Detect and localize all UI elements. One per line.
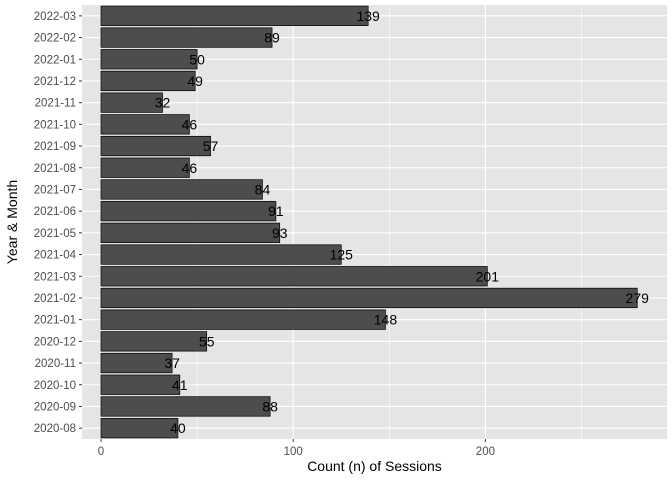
y-tick-label-2021-09: 2021-09 <box>34 141 76 153</box>
x-axis: 0 100 200 <box>98 439 495 458</box>
bar-2022-02 <box>100 27 273 48</box>
data-label-2020-11: 37 <box>164 355 180 371</box>
bar-2021-03 <box>100 266 488 287</box>
y-tick-label-2021-06: 2021-06 <box>34 206 76 218</box>
y-tick-label-2022-02: 2022-02 <box>34 33 76 45</box>
y-tick-label-2021-08: 2021-08 <box>34 163 76 175</box>
bar-2020-09 <box>100 396 271 417</box>
bars <box>100 5 638 439</box>
bar-2020-08 <box>100 418 179 439</box>
y-axis: 2022-03 2022-02 2022-01 2021-12 2021-11 2021-… <box>34 11 82 435</box>
y-tick-label-2021-05: 2021-05 <box>34 228 76 240</box>
data-label-2021-08: 46 <box>182 160 198 176</box>
data-label-2021-12: 49 <box>187 73 203 89</box>
bar-2020-11 <box>100 352 173 374</box>
data-label-2021-02: 279 <box>626 290 650 306</box>
bar-2021-11 <box>100 92 163 113</box>
y-tick-label-2020-12: 2020-12 <box>34 336 76 348</box>
y-tick-label-2020-10: 2020-10 <box>34 380 76 392</box>
y-tick-label-2020-11: 2020-11 <box>35 358 76 370</box>
x-tick-label: 200 <box>476 446 495 458</box>
bar-2022-03 <box>100 5 369 26</box>
y-tick-label-2021-04: 2021-04 <box>34 250 77 262</box>
data-label-2021-01: 148 <box>374 312 398 328</box>
data-label-2021-03: 201 <box>476 268 500 284</box>
bar-2021-06 <box>100 201 277 222</box>
bar-2021-10 <box>100 114 190 135</box>
bar-2022-01 <box>100 49 198 70</box>
bar-2021-09 <box>100 135 211 157</box>
y-axis-title: Year & Month <box>4 180 20 264</box>
data-label-2021-04: 125 <box>330 247 354 263</box>
y-tick-label-2021-01: 2021-01 <box>34 315 76 327</box>
data-label-2020-08: 40 <box>170 420 186 436</box>
bar-2021-04 <box>100 244 342 265</box>
y-tick-label-2020-08: 2020-08 <box>34 423 76 435</box>
bar-2020-10 <box>100 374 181 395</box>
bar-2021-05 <box>100 222 281 243</box>
y-tick-label-2021-07: 2021-07 <box>34 184 76 196</box>
bar-2021-12 <box>100 70 196 92</box>
bar-2021-01 <box>100 309 386 330</box>
data-label-2022-03: 139 <box>356 8 380 24</box>
data-label-2021-10: 46 <box>182 116 198 132</box>
data-label-2022-01: 50 <box>189 51 205 67</box>
data-label-2020-09: 88 <box>262 398 278 414</box>
bar-2020-12 <box>100 331 208 352</box>
data-labels: 139 89 50 49 32 46 57 46 84 91 93 125 201 279 148 55 37 4… <box>155 8 649 436</box>
y-tick-label-2021-12: 2021-12 <box>34 76 76 88</box>
data-label-2020-10: 41 <box>172 377 188 393</box>
data-label-2021-11: 32 <box>155 95 171 111</box>
y-tick-label-2021-02: 2021-02 <box>34 293 76 305</box>
bar-2021-07 <box>100 179 263 200</box>
y-tick-label-2021-03: 2021-03 <box>34 271 76 283</box>
y-tick-label-2022-03: 2022-03 <box>34 11 76 23</box>
data-label-2021-09: 57 <box>203 138 219 154</box>
y-tick-label-2021-11: 2021-11 <box>35 98 76 110</box>
bar-2021-02 <box>100 287 638 309</box>
y-tick-label-2022-01: 2022-01 <box>34 54 76 66</box>
y-tick-label-2020-09: 2020-09 <box>34 401 76 413</box>
plot-panel <box>82 5 667 439</box>
x-tick-label: 0 <box>98 446 104 458</box>
x-axis-title: Count (n) of Sessions <box>307 458 442 474</box>
bar-2021-08 <box>100 157 190 178</box>
data-label-2021-06: 91 <box>268 203 284 219</box>
data-label-2020-12: 55 <box>199 333 215 349</box>
data-label-2021-07: 84 <box>255 181 271 197</box>
y-tick-label-2021-10: 2021-10 <box>34 119 76 131</box>
data-label-2021-05: 93 <box>272 225 288 241</box>
x-tick-label: 100 <box>284 446 303 458</box>
data-label-2022-02: 89 <box>264 30 280 46</box>
